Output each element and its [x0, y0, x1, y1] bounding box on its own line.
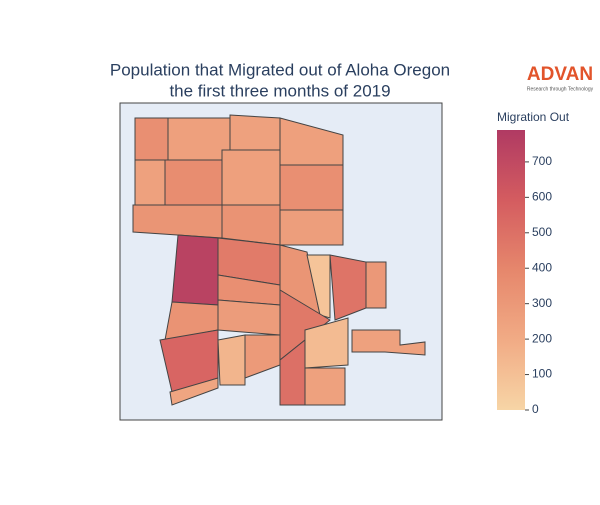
- colorbar-tick-label: 400: [532, 260, 552, 274]
- region: [169, 377, 219, 406]
- region: [304, 317, 349, 369]
- region: [229, 114, 281, 151]
- region: [171, 234, 219, 306]
- colorbar-tick-label: 200: [532, 331, 552, 345]
- region: [134, 117, 169, 161]
- region: [134, 159, 166, 206]
- colorbar-tick-label: 700: [532, 154, 552, 168]
- region: [221, 149, 281, 206]
- region: [217, 299, 281, 336]
- logo: ADVAN: [527, 64, 593, 85]
- region: [217, 334, 246, 386]
- colorbar-tick-label: 100: [532, 367, 552, 381]
- region: [306, 254, 331, 319]
- colorbar-title: Migration Out: [497, 110, 570, 124]
- region: [351, 329, 426, 356]
- colorbar: [497, 130, 525, 410]
- region: [304, 367, 346, 406]
- region: [164, 159, 223, 206]
- colorbar-tick-label: 600: [532, 190, 552, 204]
- region: [279, 209, 344, 246]
- colorbar-tick-label: 300: [532, 296, 552, 310]
- colorbar-tick-label: 0: [532, 402, 539, 416]
- region: [329, 254, 367, 321]
- region: [167, 117, 231, 161]
- region: [132, 204, 223, 239]
- logo-tagline: Research through Technology: [527, 86, 594, 92]
- region: [365, 261, 387, 309]
- chart-title: the first three months of 2019: [169, 81, 390, 100]
- colorbar-tick-label: 500: [532, 225, 552, 239]
- chart-title: Population that Migrated out of Aloha Or…: [110, 60, 450, 79]
- region: [279, 164, 344, 211]
